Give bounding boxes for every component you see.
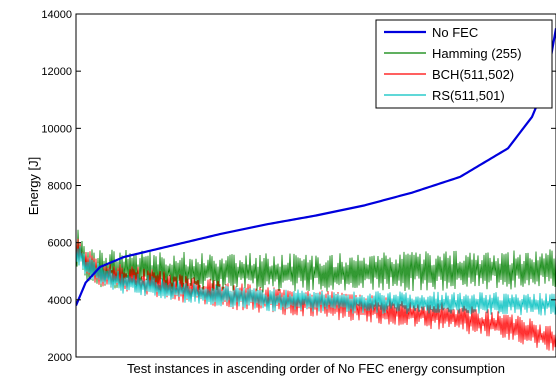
legend: No FEC Hamming (255) BCH(511,502) RS(511,50… xyxy=(376,20,552,108)
y-tick-label: 10000 xyxy=(41,123,72,135)
y-tick-label: 12000 xyxy=(41,66,72,78)
y-tick-label: 14000 xyxy=(41,9,72,21)
series-line-hamming-255 xyxy=(76,230,556,293)
y-tick-label: 8000 xyxy=(48,181,72,193)
legend-label: Hamming (255) xyxy=(432,46,522,61)
legend-label: BCH(511,502) xyxy=(432,67,514,82)
y-tick-label: 6000 xyxy=(48,238,72,250)
x-axis-label: Test instances in ascending order of No … xyxy=(127,361,505,376)
legend-label: RS(511,501) xyxy=(432,88,505,103)
legend-label: No FEC xyxy=(432,25,478,40)
y-axis-label: Energy [J] xyxy=(26,157,41,216)
y-tick-label: 2000 xyxy=(48,352,72,364)
y-tick-label: 4000 xyxy=(48,295,72,307)
